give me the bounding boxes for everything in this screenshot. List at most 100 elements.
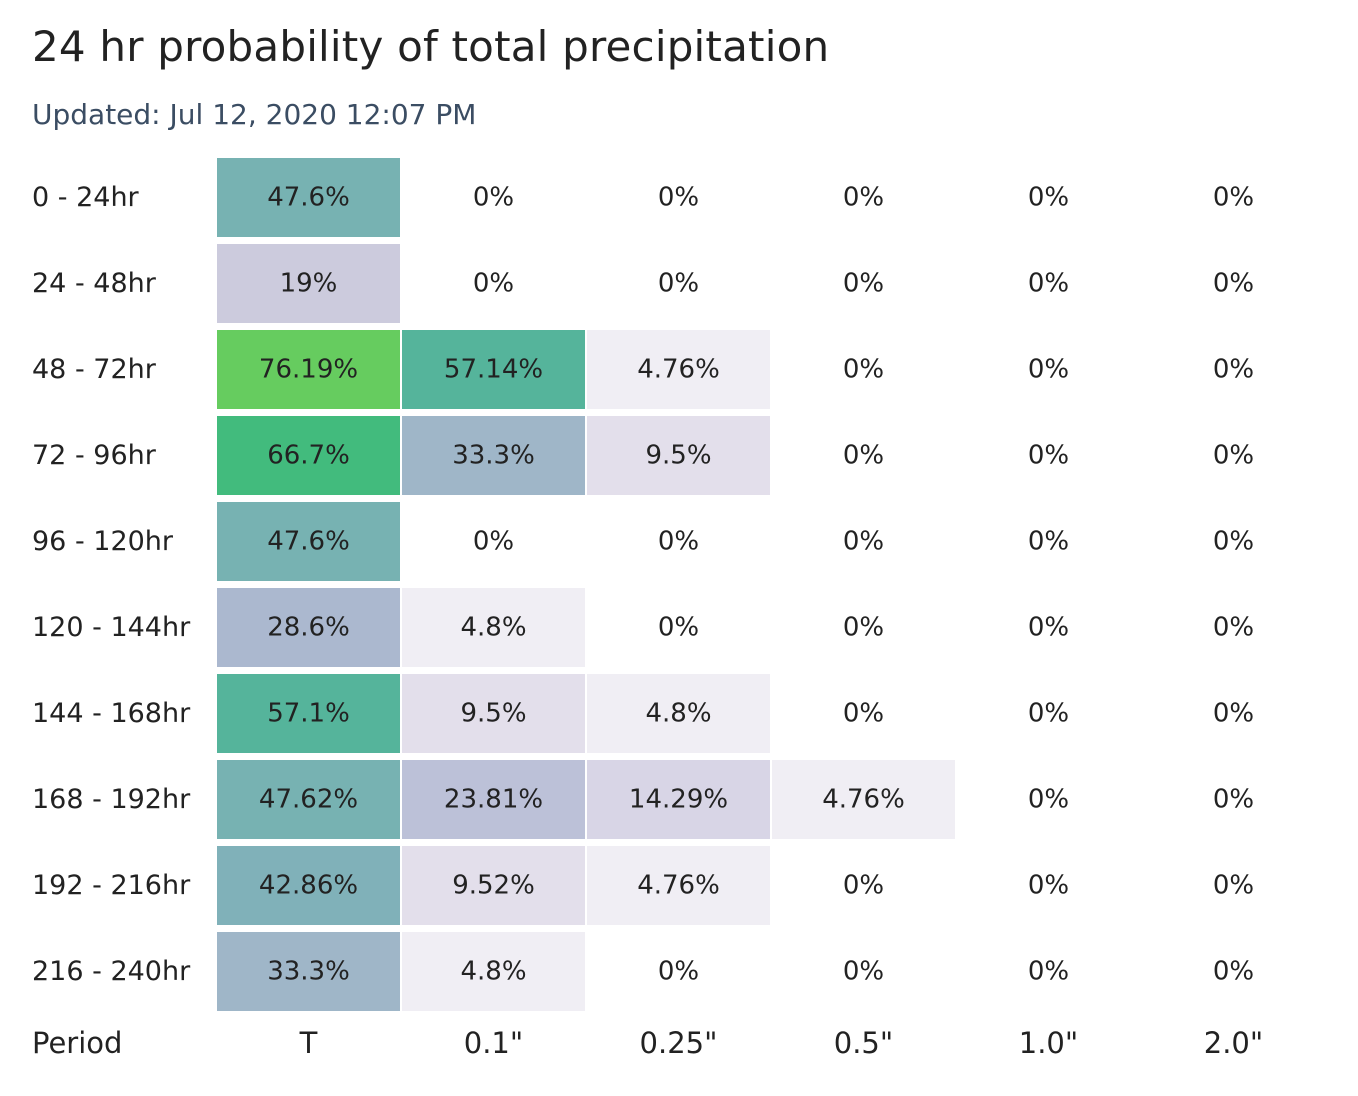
heatmap-cell — [1142, 416, 1325, 495]
cell-value-label: 23.81% — [444, 785, 543, 815]
cell-value-label: 0% — [1028, 785, 1069, 815]
cell-value-label: 9.5% — [645, 441, 711, 471]
cell-value-label: 0% — [1028, 527, 1069, 557]
cell-value-label: 0% — [1213, 355, 1254, 385]
cell-value-label: 4.76% — [637, 355, 720, 385]
cell-value-label: 0% — [1028, 699, 1069, 729]
cell-value-label: 0% — [658, 613, 699, 643]
heatmap-cell — [1142, 158, 1325, 237]
row-label: 168 - 192hr — [32, 784, 191, 815]
row-label: 96 - 120hr — [32, 526, 174, 557]
column-tick-label: 0.5" — [834, 1026, 893, 1060]
cell-value-label: 0% — [1028, 355, 1069, 385]
heatmap-cell — [957, 244, 1140, 323]
cell-value-label: 4.8% — [460, 613, 526, 643]
heatmap-cell — [957, 932, 1140, 1011]
cell-value-label: 47.6% — [267, 183, 350, 213]
heatmap-cell — [217, 760, 400, 839]
heatmap-cell — [217, 846, 400, 925]
heatmap-cell — [587, 674, 770, 753]
heatmap-cell — [587, 502, 770, 581]
cell-value-label: 0% — [1213, 613, 1254, 643]
cell-value-label: 0% — [658, 527, 699, 557]
heatmap-cell — [772, 760, 955, 839]
cell-value-label: 0% — [658, 269, 699, 299]
heatmap-cell — [772, 674, 955, 753]
heatmap-cell — [1142, 846, 1325, 925]
heatmap-cell — [402, 416, 585, 495]
heatmap-cell — [587, 330, 770, 409]
heatmap-cell — [402, 502, 585, 581]
heatmap-cell — [217, 244, 400, 323]
row-label: 48 - 72hr — [32, 354, 157, 385]
heatmap-cell — [587, 416, 770, 495]
cell-value-label: 0% — [1213, 699, 1254, 729]
column-tick-label: 0.1" — [464, 1026, 523, 1060]
heatmap-cell — [217, 416, 400, 495]
cell-value-label: 4.8% — [645, 699, 711, 729]
cell-value-label: 0% — [1213, 527, 1254, 557]
heatmap-cell — [217, 932, 400, 1011]
cell-value-label: 0% — [1213, 785, 1254, 815]
heatmap-cell — [772, 502, 955, 581]
cell-value-label: 0% — [843, 441, 884, 471]
cell-value-label: 4.76% — [637, 871, 720, 901]
column-tick-label: 1.0" — [1019, 1026, 1078, 1060]
cell-value-label: 0% — [473, 269, 514, 299]
updated-timestamp: Updated: Jul 12, 2020 12:07 PM — [32, 98, 477, 131]
heatmap-cell — [772, 330, 955, 409]
heatmap-cell — [217, 588, 400, 667]
heatmap-cell — [587, 244, 770, 323]
cell-value-label: 0% — [843, 699, 884, 729]
cell-value-label: 0% — [1028, 871, 1069, 901]
heatmap-cell — [957, 760, 1140, 839]
cell-value-label: 42.86% — [259, 871, 358, 901]
cell-value-label: 0% — [473, 527, 514, 557]
heatmap-cell — [217, 502, 400, 581]
heatmap-cell — [772, 932, 955, 1011]
column-tick-label: T — [299, 1026, 318, 1060]
row-label: 72 - 96hr — [32, 440, 157, 471]
cell-value-label: 0% — [843, 613, 884, 643]
heatmap-cell — [957, 330, 1140, 409]
cell-value-label: 47.6% — [267, 527, 350, 557]
heatmap-cell — [1142, 760, 1325, 839]
heatmap-cell — [587, 760, 770, 839]
heatmap-cell — [217, 158, 400, 237]
row-label: 24 - 48hr — [32, 268, 157, 299]
heatmap-cell — [957, 158, 1140, 237]
cell-value-label: 0% — [473, 183, 514, 213]
heatmap-cell — [1142, 932, 1325, 1011]
heatmap-cell — [1142, 502, 1325, 581]
cell-value-label: 0% — [843, 871, 884, 901]
heatmap-cell — [772, 158, 955, 237]
heatmap-cell — [587, 846, 770, 925]
heatmap-cell — [772, 846, 955, 925]
heatmap-cell — [402, 158, 585, 237]
cell-value-label: 4.76% — [822, 785, 905, 815]
heatmap-cell — [957, 588, 1140, 667]
heatmap-cell — [772, 416, 955, 495]
cell-value-label: 0% — [843, 957, 884, 987]
cell-value-label: 0% — [658, 183, 699, 213]
heatmap-cell — [402, 674, 585, 753]
heatmap-cell — [1142, 588, 1325, 667]
cell-value-label: 33.3% — [267, 957, 350, 987]
heatmap-cell — [1142, 674, 1325, 753]
cell-value-label: 0% — [1213, 441, 1254, 471]
chart-title: 24 hr probability of total precipitation — [32, 22, 830, 71]
cell-value-label: 33.3% — [452, 441, 535, 471]
heatmap-cell — [957, 502, 1140, 581]
cell-value-label: 0% — [1213, 183, 1254, 213]
row-label: 216 - 240hr — [32, 956, 191, 987]
cell-value-label: 66.7% — [267, 441, 350, 471]
heatmap-cell — [1142, 244, 1325, 323]
heatmap-cell — [217, 330, 400, 409]
cell-value-label: 0% — [1028, 957, 1069, 987]
cell-value-label: 0% — [1028, 613, 1069, 643]
heatmap-cell — [587, 588, 770, 667]
column-tick-label: 2.0" — [1204, 1026, 1263, 1060]
row-label: 144 - 168hr — [32, 698, 191, 729]
heatmap-cell — [402, 760, 585, 839]
